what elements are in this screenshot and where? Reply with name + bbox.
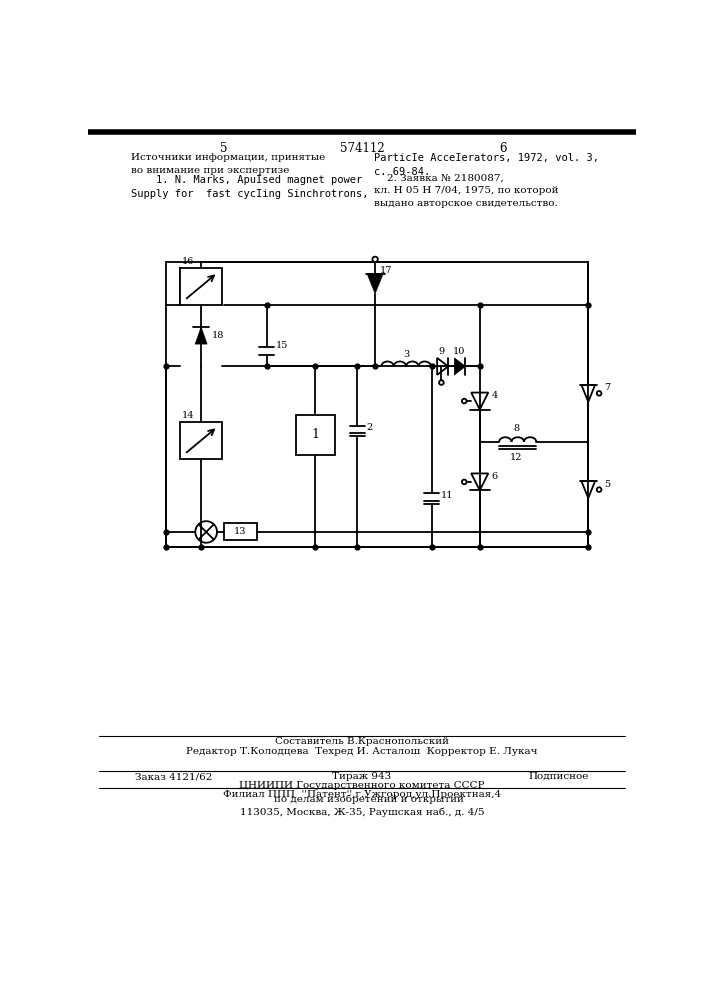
Text: 2: 2 bbox=[367, 424, 373, 432]
Text: 1. N. Marks, ApuIsed magnet power
Supply for  fast cycIing Sinchrotrons,: 1. N. Marks, ApuIsed magnet power Supply… bbox=[131, 175, 368, 199]
Text: 1: 1 bbox=[312, 428, 320, 441]
Text: Источники информации, принятые
во внимание при экспертизе: Источники информации, принятые во вниман… bbox=[131, 153, 325, 175]
Text: 12: 12 bbox=[510, 453, 522, 462]
Text: 15: 15 bbox=[276, 341, 288, 350]
Text: 17: 17 bbox=[380, 266, 392, 275]
Polygon shape bbox=[367, 274, 383, 294]
Bar bbox=[180, 268, 223, 305]
Text: 7: 7 bbox=[604, 383, 610, 392]
Text: Тираж 943: Тираж 943 bbox=[332, 772, 392, 781]
Text: 13: 13 bbox=[234, 527, 247, 536]
Text: Подписное: Подписное bbox=[529, 772, 589, 781]
Text: ЦНИИПИ Государственного комитета СССР
    по делам изобретений и открытий
113035: ЦНИИПИ Государственного комитета СССР по… bbox=[239, 781, 485, 817]
Bar bbox=[296, 415, 335, 455]
Bar bbox=[180, 422, 223, 459]
Polygon shape bbox=[455, 358, 465, 375]
Text: Заказ 4121/62: Заказ 4121/62 bbox=[135, 772, 212, 781]
Bar bbox=[224, 523, 257, 540]
Text: 3: 3 bbox=[403, 350, 409, 359]
Text: 11: 11 bbox=[441, 491, 453, 500]
Text: 6: 6 bbox=[491, 472, 498, 481]
Text: 2. Заявка № 2180087,
кл. Н 05 Н 7/04, 1975, по которой
выдано авторское свидетел: 2. Заявка № 2180087, кл. Н 05 Н 7/04, 19… bbox=[373, 174, 558, 208]
Text: 14: 14 bbox=[182, 411, 194, 420]
Polygon shape bbox=[195, 327, 207, 344]
Text: 8: 8 bbox=[513, 424, 519, 433]
Text: 5: 5 bbox=[221, 142, 228, 155]
Text: 5: 5 bbox=[604, 480, 610, 489]
Text: Филиал ППП  ''Патент'',г.Ужгород,ул.Проектная,4: Филиал ППП ''Патент'',г.Ужгород,ул.Проек… bbox=[223, 790, 501, 799]
Text: Редактор Т.Колодцева  Техред И. Асталош  Корректор Е. Лукач: Редактор Т.Колодцева Техред И. Асталош К… bbox=[186, 747, 538, 756]
Text: 6: 6 bbox=[499, 142, 507, 155]
Text: 9: 9 bbox=[438, 347, 445, 356]
Text: 16: 16 bbox=[182, 257, 194, 266]
Text: ParticIe AcceIerators, 1972, vol. 3,
с. 69-84.: ParticIe AcceIerators, 1972, vol. 3, с. … bbox=[373, 153, 599, 177]
Text: 10: 10 bbox=[452, 347, 465, 356]
Text: 4: 4 bbox=[491, 391, 498, 400]
Text: 574112: 574112 bbox=[339, 142, 385, 155]
Text: 18: 18 bbox=[212, 331, 224, 340]
Text: Составитель В.Краснопольский: Составитель В.Краснопольский bbox=[275, 737, 449, 746]
